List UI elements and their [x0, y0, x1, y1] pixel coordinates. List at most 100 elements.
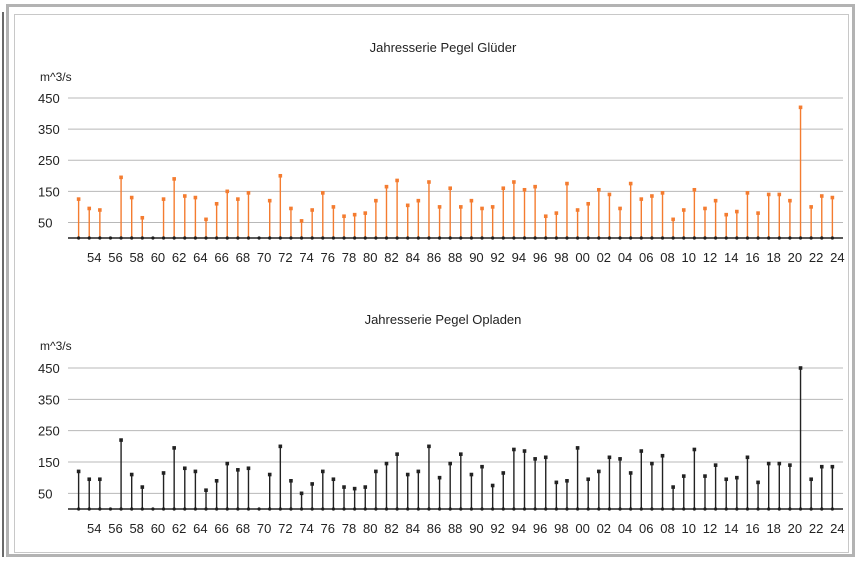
- chart-panel: [14, 14, 849, 553]
- bar-cap-marker: [543, 455, 548, 460]
- bar-cap-marker: [374, 198, 378, 203]
- bar-cap-marker: [331, 477, 336, 482]
- bar-cap-marker: [246, 191, 251, 195]
- bar-cap-marker: [660, 453, 665, 458]
- bar-cap-marker: [681, 208, 686, 212]
- bar-cap-marker: [692, 447, 697, 452]
- bar-cap-marker: [193, 469, 198, 474]
- x-tick-label: 56: [108, 521, 122, 536]
- bar-cap-marker: [193, 195, 198, 200]
- bar-cap-marker: [395, 178, 399, 183]
- x-tick-label: 62: [172, 521, 186, 536]
- bar-cap-marker: [766, 461, 771, 466]
- bar-cap-marker: [554, 480, 559, 485]
- bar-cap-marker: [618, 206, 622, 211]
- bar-cap-marker: [161, 471, 166, 475]
- bar-cap-marker: [819, 464, 824, 469]
- bar-cap-marker: [320, 469, 325, 474]
- bar-cap-marker: [437, 205, 442, 209]
- bar-cap-marker: [628, 471, 633, 475]
- y-tick-label: 450: [38, 91, 60, 106]
- x-tick-label: 72: [278, 250, 292, 265]
- bar-cap-marker: [384, 184, 389, 189]
- x-tick-label: 72: [278, 521, 292, 536]
- x-tick-label: 16: [745, 521, 759, 536]
- x-tick-label: 04: [618, 250, 632, 265]
- bar-cap-marker: [214, 479, 219, 483]
- x-tick-labels: 54 56 58 60 62 64 66 68 70 72 74 76 78 80 82 84 86 88 90 92…: [87, 250, 845, 265]
- bar-cap-marker: [650, 461, 654, 466]
- x-tick-label: 96: [533, 250, 547, 265]
- bar-cap-marker: [469, 198, 474, 203]
- y-tick-labels: 450 350 250 150 50: [38, 91, 60, 230]
- bar-cap-marker: [490, 483, 495, 488]
- x-tick-label: 60: [151, 250, 165, 265]
- bar-cap-marker: [650, 194, 654, 198]
- bar-cap-marker: [299, 219, 304, 223]
- chart-glueder: Jahresserie Pegel Glüder m^3/s 450 350 250…: [38, 40, 845, 265]
- x-tick-label: 84: [405, 250, 419, 265]
- bar-cap-marker: [427, 444, 431, 449]
- x-tick-label: 92: [490, 521, 504, 536]
- bar-cap-marker: [512, 180, 516, 184]
- bar-cap-marker: [671, 485, 675, 489]
- bar-cap-marker: [395, 452, 399, 456]
- bar-cap-marker: [448, 461, 452, 466]
- bar-cap-marker: [607, 192, 612, 197]
- x-tick-label: 08: [660, 250, 674, 265]
- x-tick-label: 84: [405, 521, 419, 536]
- bar-cap-marker: [236, 197, 240, 201]
- x-tick-label: 76: [321, 250, 335, 265]
- bar-cap-marker: [278, 444, 283, 449]
- bar-cap-marker: [87, 477, 92, 482]
- x-tick-label: 58: [129, 250, 143, 265]
- y-tick-label: 450: [38, 361, 60, 376]
- x-tick-label: 58: [129, 521, 143, 536]
- y-tick-label: 350: [38, 122, 60, 137]
- x-tick-label: 02: [597, 521, 611, 536]
- x-tick-label: 90: [469, 250, 483, 265]
- x-tick-label: 68: [236, 250, 250, 265]
- bar-cap-marker: [342, 214, 346, 219]
- x-tick-label: 96: [533, 521, 547, 536]
- y-tick-labels: 450 350 250 150 50: [38, 361, 60, 501]
- bar-cap-marker: [459, 452, 463, 456]
- bar-cap-marker: [352, 212, 357, 217]
- x-tick-label: 22: [809, 521, 823, 536]
- bar-cap-marker: [788, 198, 792, 203]
- x-tick-label: 70: [257, 521, 271, 536]
- bar-cap-marker: [76, 469, 81, 474]
- x-tick-label: 66: [214, 521, 228, 536]
- x-tick-label: 86: [427, 250, 441, 265]
- bar-cap-marker: [246, 466, 251, 471]
- bar-cap-marker: [299, 491, 304, 496]
- bar-cap-marker: [575, 446, 580, 450]
- bar-cap-marker: [98, 477, 102, 482]
- bar-cap-marker: [182, 466, 187, 471]
- x-tick-label: 94: [512, 521, 526, 536]
- bar-cap-marker: [119, 438, 123, 442]
- x-tick-label: 80: [363, 521, 377, 536]
- bar-cap-marker: [214, 201, 219, 206]
- bar-cap-marker: [140, 485, 145, 489]
- x-tick-label: 82: [384, 250, 398, 265]
- bar-cap-marker: [501, 186, 506, 191]
- bar-cap-marker: [798, 105, 803, 110]
- chart-title: Jahresserie Pegel Glüder: [370, 40, 517, 55]
- bar-cap-marker: [724, 477, 729, 482]
- x-tick-label: 78: [342, 250, 356, 265]
- bar-cap-marker: [639, 449, 644, 453]
- bar-cap-marker: [543, 214, 548, 219]
- bar-cap-marker: [713, 463, 718, 467]
- bar-cap-marker: [225, 189, 230, 194]
- bar-cap-marker: [809, 205, 813, 209]
- bar-cap-marker: [766, 192, 771, 197]
- x-tick-labels: 54 56 58 60 62 64 66 68 70 72 74 76 78 80 82 84 86 88 90 92…: [87, 521, 845, 536]
- bar-cap-marker: [618, 457, 622, 461]
- gridlines: [68, 97, 843, 223]
- x-tick-label: 20: [788, 521, 802, 536]
- bar-cap-marker: [798, 366, 803, 370]
- x-tick-label: 62: [172, 250, 186, 265]
- x-tick-label: 10: [682, 521, 696, 536]
